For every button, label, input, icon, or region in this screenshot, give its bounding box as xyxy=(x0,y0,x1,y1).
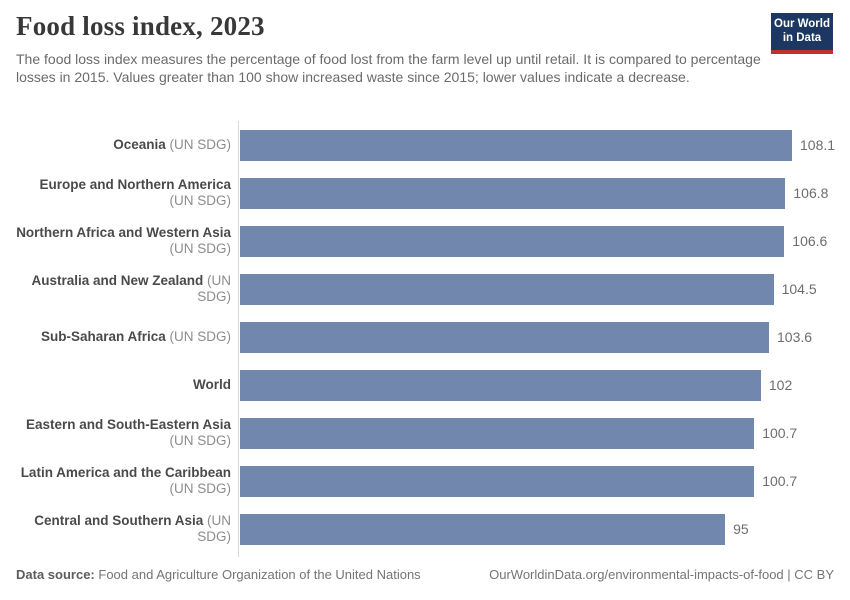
bar-value: 100.7 xyxy=(762,473,798,489)
bar-track: 108.1 xyxy=(240,129,850,161)
entity-qualifier: (UN SDG) xyxy=(169,481,232,496)
credit-link[interactable]: OurWorldinData.org/environmental-impacts… xyxy=(489,567,834,582)
entity-label: Oceania (UN SDG) xyxy=(0,137,231,153)
bar-value: 104.5 xyxy=(781,281,817,297)
owid-logo[interactable]: Our World in Data xyxy=(771,13,833,54)
entity-label: Europe and Northern America (UN SDG) xyxy=(0,177,231,209)
entity-name: World xyxy=(193,377,231,392)
bar[interactable] xyxy=(240,273,774,305)
bar-track: 100.7 xyxy=(240,465,850,497)
bar-row: Europe and Northern America (UN SDG) 106.… xyxy=(0,169,850,217)
entity-name: Australia and New Zealand xyxy=(31,273,204,288)
bar-track: 103.6 xyxy=(240,321,850,353)
entity-qualifier: (UN SDG) xyxy=(165,329,232,344)
bar[interactable] xyxy=(240,225,785,257)
chart-subtitle: The food loss index measures the percent… xyxy=(16,51,761,86)
bar-row: Sub-Saharan Africa (UN SDG) 103.6 xyxy=(0,313,850,361)
bar[interactable] xyxy=(240,465,755,497)
bar-row: Australia and New Zealand (UN SDG) 104.5 xyxy=(0,265,850,313)
data-source-label: Data source: xyxy=(16,567,95,582)
entity-qualifier: (UN SDG) xyxy=(169,433,232,448)
bar[interactable] xyxy=(240,369,761,401)
entity-name: Europe and Northern America xyxy=(39,177,231,192)
entity-qualifier: (UN SDG) xyxy=(169,241,232,256)
bar-track: 95 xyxy=(240,513,850,545)
entity-name: Central and Southern Asia xyxy=(34,513,204,528)
data-source: Data source: Food and Agriculture Organi… xyxy=(16,567,421,582)
bar-value: 106.8 xyxy=(793,185,829,201)
entity-name: Northern Africa and Western Asia xyxy=(16,225,231,240)
bar-row: Northern Africa and Western Asia (UN SDG)… xyxy=(0,217,850,265)
entity-qualifier: (UN SDG) xyxy=(169,193,232,208)
bar-value: 95 xyxy=(733,521,749,537)
bar[interactable] xyxy=(240,129,792,161)
entity-label: Eastern and South-Eastern Asia (UN SDG) xyxy=(0,417,231,449)
chart-title: Food loss index, 2023 xyxy=(16,11,265,41)
bar-value: 100.7 xyxy=(762,425,798,441)
bar[interactable] xyxy=(240,321,769,353)
entity-name: Oceania xyxy=(113,137,166,152)
chart-footer: Data source: Food and Agriculture Organi… xyxy=(16,567,834,582)
entity-label: Sub-Saharan Africa (UN SDG) xyxy=(0,329,231,345)
bar-value: 102 xyxy=(768,377,793,393)
entity-label: World xyxy=(0,377,231,393)
entity-label: Latin America and the Caribbean (UN SDG) xyxy=(0,465,231,497)
y-axis-line xyxy=(238,121,239,557)
bar-row: Eastern and South-Eastern Asia (UN SDG) 1… xyxy=(0,409,850,457)
entity-name: Eastern and South-Eastern Asia xyxy=(25,417,231,432)
bar-value: 106.6 xyxy=(792,233,828,249)
owid-logo-line2: in Data xyxy=(782,31,822,44)
bar-row: Central and Southern Asia (UN SDG) 95 xyxy=(0,505,850,553)
bar-track: 102 xyxy=(240,369,850,401)
bar[interactable] xyxy=(240,513,726,545)
entity-name: Sub-Saharan Africa xyxy=(40,329,166,344)
entity-qualifier: (UN SDG) xyxy=(197,273,231,304)
entity-label: Australia and New Zealand (UN SDG) xyxy=(0,273,231,305)
entity-qualifier: (UN SDG) xyxy=(165,137,232,152)
bar[interactable] xyxy=(240,177,786,209)
chart-header: Food loss index, 2023 The food loss inde… xyxy=(16,10,834,86)
bar-track: 104.5 xyxy=(240,273,850,305)
bar-row: Latin America and the Caribbean (UN SDG) … xyxy=(0,457,850,505)
data-source-value: Food and Agriculture Organization of the… xyxy=(98,567,421,582)
owid-logo-line1: Our World xyxy=(774,18,831,30)
bar-track: 106.8 xyxy=(240,177,850,209)
entity-name: Latin America and the Caribbean xyxy=(20,465,231,480)
bar[interactable] xyxy=(240,417,755,449)
bar-row: Oceania (UN SDG) 108.1 xyxy=(0,121,850,169)
bar-value: 108.1 xyxy=(800,137,836,153)
bar-row: World 102 xyxy=(0,361,850,409)
entity-qualifier: (UN SDG) xyxy=(197,513,231,544)
bar-chart: Oceania (UN SDG) 108.1 Europe and Northe… xyxy=(0,121,850,557)
entity-label: Northern Africa and Western Asia (UN SDG) xyxy=(0,225,231,257)
entity-label: Central and Southern Asia (UN SDG) xyxy=(0,513,231,545)
bar-value: 103.6 xyxy=(777,329,813,345)
bar-track: 100.7 xyxy=(240,417,850,449)
bar-rows: Oceania (UN SDG) 108.1 Europe and Northe… xyxy=(0,121,850,553)
bar-track: 106.6 xyxy=(240,225,850,257)
